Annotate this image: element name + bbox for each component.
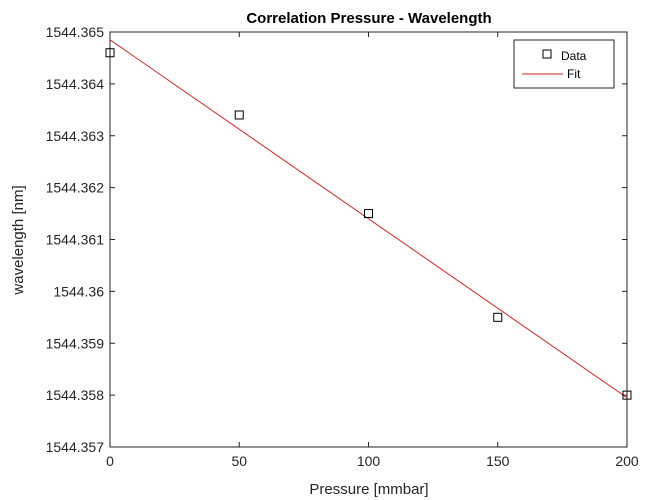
legend-box bbox=[513, 39, 615, 89]
x-axis-label: Pressure [mmbar] bbox=[309, 481, 428, 498]
y-tick-label: 1544.365 bbox=[46, 24, 105, 40]
y-tick-label: 1544.363 bbox=[46, 128, 105, 144]
y-tick-label: 1544.362 bbox=[46, 180, 105, 196]
legend-label-fit: Fit bbox=[567, 67, 581, 81]
legend-label-data: Data bbox=[561, 49, 587, 63]
y-tick-label: 1544.364 bbox=[46, 76, 105, 92]
data-point bbox=[493, 312, 503, 322]
y-tick-label: 1544.359 bbox=[46, 335, 105, 351]
y-tick-label: 1544.36 bbox=[53, 283, 104, 299]
fit-line bbox=[109, 39, 628, 399]
x-tick-label: 150 bbox=[486, 453, 510, 469]
x-tick-label: 200 bbox=[615, 453, 639, 469]
y-tick-label: 1544.357 bbox=[46, 439, 105, 455]
data-point bbox=[234, 110, 244, 120]
data-point bbox=[105, 48, 115, 58]
data-point bbox=[364, 209, 373, 219]
y-tick-label: 1544.358 bbox=[46, 387, 105, 403]
data-point bbox=[622, 390, 632, 400]
legend-data-marker bbox=[542, 49, 552, 59]
y-tick-label: 1544.361 bbox=[46, 232, 105, 248]
x-tick-label: 50 bbox=[231, 453, 247, 469]
plot-area bbox=[109, 31, 628, 448]
axis-ticks: 0 50 100 150 200 1544.357 1544.358 1544.359 1544… bbox=[46, 24, 639, 469]
y-axis-label: wavelength [nm] bbox=[10, 185, 27, 295]
legend: Data Fit bbox=[513, 39, 615, 89]
x-tick-label: 100 bbox=[357, 453, 381, 469]
fit-layer bbox=[109, 39, 628, 399]
data-layer bbox=[105, 48, 632, 400]
x-tick-label: 0 bbox=[106, 453, 114, 469]
chart-title: Correlation Pressure - Wavelength bbox=[246, 10, 491, 27]
